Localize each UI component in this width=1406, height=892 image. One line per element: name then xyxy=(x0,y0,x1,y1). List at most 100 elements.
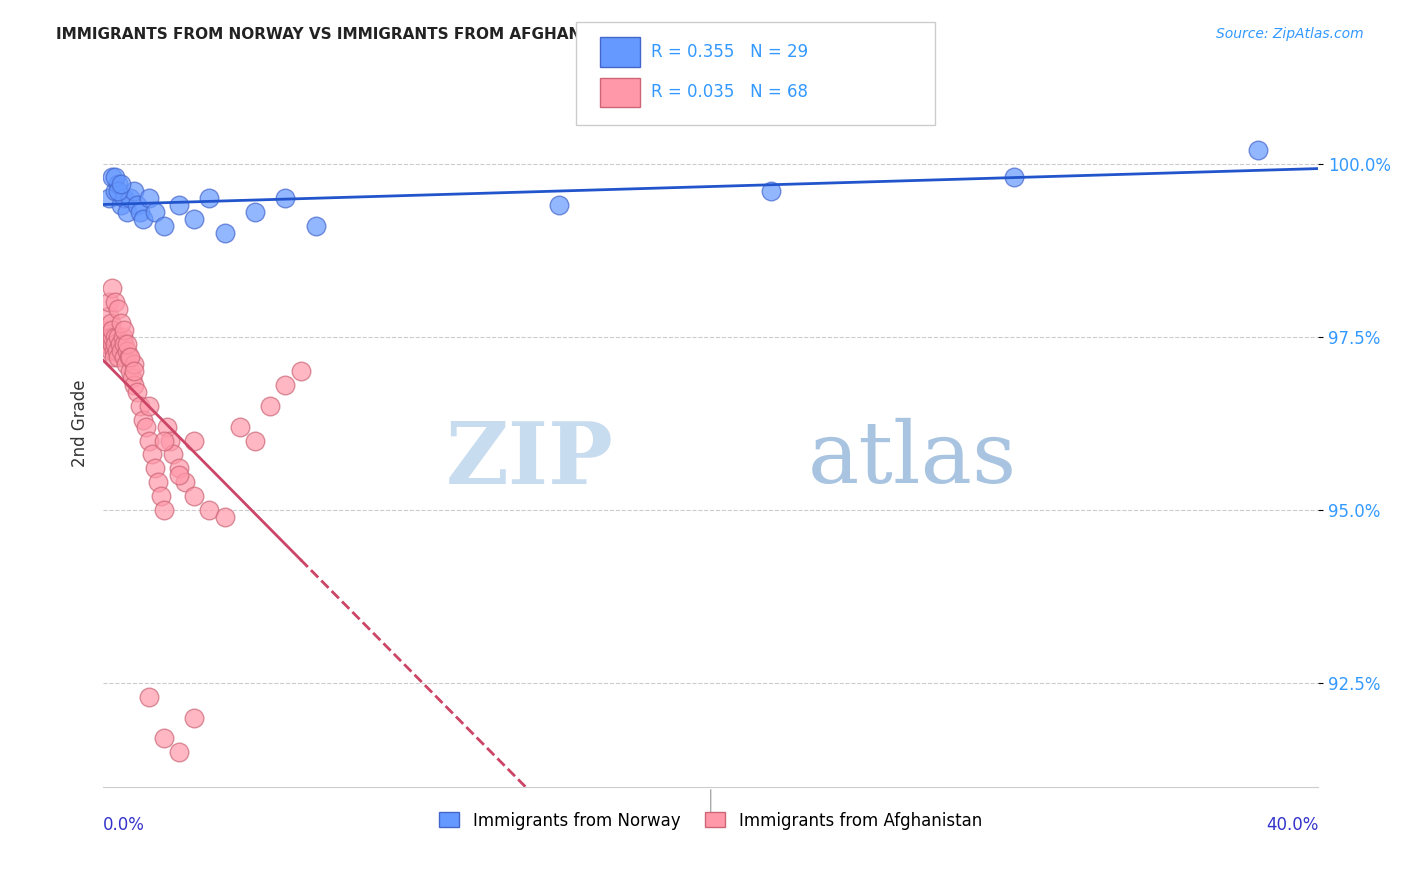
Point xyxy=(183,711,205,725)
Point xyxy=(135,419,157,434)
Point xyxy=(122,184,145,198)
Point xyxy=(138,690,160,704)
Point xyxy=(100,343,122,358)
Point xyxy=(112,191,135,205)
Point xyxy=(138,191,160,205)
Point xyxy=(117,205,139,219)
Point xyxy=(143,205,166,219)
Point xyxy=(290,364,312,378)
Point xyxy=(183,489,205,503)
Point xyxy=(111,329,134,343)
Point xyxy=(98,191,121,205)
Point xyxy=(138,399,160,413)
Point xyxy=(128,205,150,219)
Point xyxy=(105,343,128,358)
Point xyxy=(141,447,163,461)
Point xyxy=(167,198,190,212)
Point xyxy=(198,503,221,517)
Point xyxy=(761,184,783,198)
Point xyxy=(274,191,297,205)
Point xyxy=(101,329,124,343)
Point xyxy=(103,351,125,365)
Point xyxy=(104,329,127,343)
Point xyxy=(100,316,122,330)
Point xyxy=(198,191,221,205)
Text: R = 0.355   N = 29: R = 0.355 N = 29 xyxy=(651,43,808,61)
Point xyxy=(259,399,281,413)
Point xyxy=(183,211,205,226)
Point xyxy=(138,434,160,448)
Point xyxy=(229,419,252,434)
Point xyxy=(115,358,138,372)
Point xyxy=(118,351,141,365)
Text: 0.0%: 0.0% xyxy=(103,816,145,834)
Point xyxy=(243,434,266,448)
Point xyxy=(110,198,132,212)
Point xyxy=(108,336,131,351)
Point xyxy=(104,336,127,351)
Point xyxy=(125,198,148,212)
Point xyxy=(214,509,236,524)
Point xyxy=(167,468,190,483)
Point xyxy=(153,219,176,233)
Point xyxy=(101,170,124,185)
Point xyxy=(101,323,124,337)
Text: R = 0.035   N = 68: R = 0.035 N = 68 xyxy=(651,83,808,101)
Point xyxy=(305,219,328,233)
Point xyxy=(159,434,181,448)
Point xyxy=(143,461,166,475)
Point xyxy=(97,323,120,337)
Text: 40.0%: 40.0% xyxy=(1265,816,1319,834)
Point xyxy=(153,731,176,746)
Text: ZIP: ZIP xyxy=(446,417,613,501)
Y-axis label: 2nd Grade: 2nd Grade xyxy=(72,379,89,467)
Point xyxy=(547,198,569,212)
Point xyxy=(107,329,129,343)
Point xyxy=(101,281,124,295)
Point xyxy=(98,329,121,343)
Point xyxy=(98,295,121,310)
Point xyxy=(122,364,145,378)
Point xyxy=(110,316,132,330)
Point xyxy=(120,191,142,205)
Point xyxy=(98,309,121,323)
Point xyxy=(107,184,129,198)
Point xyxy=(162,447,184,461)
Point xyxy=(167,745,190,759)
Point xyxy=(214,226,236,240)
Point xyxy=(104,170,127,185)
Point xyxy=(104,184,127,198)
Point xyxy=(120,351,142,365)
Point xyxy=(1004,170,1026,185)
Point xyxy=(131,211,153,226)
Text: Source: ZipAtlas.com: Source: ZipAtlas.com xyxy=(1216,27,1364,41)
Point xyxy=(112,336,135,351)
Point xyxy=(101,336,124,351)
Point xyxy=(117,336,139,351)
Point xyxy=(243,205,266,219)
Point xyxy=(112,351,135,365)
Point xyxy=(122,378,145,392)
Point xyxy=(125,385,148,400)
Point xyxy=(110,178,132,192)
Point xyxy=(131,413,153,427)
Point xyxy=(153,434,176,448)
Point xyxy=(153,503,176,517)
Point xyxy=(174,475,197,490)
Point xyxy=(274,378,297,392)
Point xyxy=(103,343,125,358)
Point xyxy=(1246,143,1268,157)
Point xyxy=(156,419,179,434)
Point xyxy=(128,399,150,413)
Point xyxy=(146,475,169,490)
Point xyxy=(121,371,143,385)
Point xyxy=(110,343,132,358)
Point xyxy=(122,358,145,372)
Point xyxy=(183,434,205,448)
Point xyxy=(107,301,129,316)
Text: atlas: atlas xyxy=(808,418,1017,501)
Point xyxy=(120,364,142,378)
Text: IMMIGRANTS FROM NORWAY VS IMMIGRANTS FROM AFGHANISTAN 2ND GRADE CORRELATION CHAR: IMMIGRANTS FROM NORWAY VS IMMIGRANTS FRO… xyxy=(56,27,925,42)
Point xyxy=(167,461,190,475)
Point xyxy=(104,295,127,310)
